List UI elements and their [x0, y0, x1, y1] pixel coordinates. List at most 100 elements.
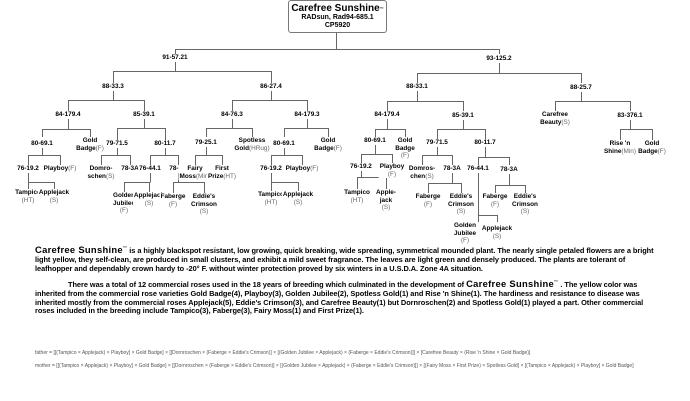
- seedling-node: 91-57.21: [161, 54, 189, 62]
- rose-variety-node: Golden Jubilee (F): [452, 222, 478, 245]
- rose-variety-node: Playboy (F): [378, 163, 406, 178]
- node-name: Apple- jack: [376, 189, 396, 204]
- seedling-node: 84-179.4: [54, 111, 82, 119]
- node-name: Gold Badge: [76, 137, 98, 152]
- trademark: ™: [554, 279, 559, 284]
- trademark: ™: [122, 245, 128, 250]
- node-name: 78-3A: [500, 166, 518, 173]
- node-class: (HT): [264, 198, 278, 206]
- node-name: Faberge: [482, 193, 508, 200]
- node-name: 79-71.5: [106, 140, 128, 147]
- seedling-node: 85-39.1: [132, 111, 156, 119]
- node-class: (F): [95, 144, 104, 152]
- description-paragraph-1: Carefree Sunshine™ is a highly blackspot…: [35, 244, 655, 273]
- seedling-node: 80-69.1: [363, 137, 387, 145]
- node-name: 84-179.4: [374, 111, 400, 118]
- seedling-node: 88-33.1: [405, 83, 429, 91]
- node-name: 84-179.4: [55, 111, 81, 118]
- rose-variety-node: Eddie's Crimson (S): [511, 193, 539, 216]
- seedling-node: 78-3A: [168, 165, 188, 173]
- product-name-text: Carefree Sunshine: [466, 278, 555, 290]
- node-class: (HRug): [248, 144, 270, 152]
- rose-cp: CP5920: [324, 22, 351, 29]
- node-class: (Min): [195, 172, 211, 180]
- rose-variety-node: Tampico (HT): [257, 191, 285, 206]
- node-name: 79-71.5: [426, 139, 448, 146]
- node-class: (S): [425, 172, 434, 180]
- node-class: (F): [168, 200, 178, 208]
- node-name: 76-44.1: [467, 165, 489, 172]
- node-name: 78-3A: [443, 165, 461, 172]
- rose-variety-node: Domros- chen(S): [407, 165, 437, 180]
- rose-variety-node: Playboy(F): [42, 165, 78, 173]
- rose-name-text: Carefree Sunshine: [291, 3, 380, 14]
- node-class: (F): [490, 200, 500, 208]
- seedling-node: 79-71.5: [425, 139, 449, 147]
- node-name: Carefree Beauty: [540, 111, 568, 126]
- node-class: (S): [293, 198, 303, 206]
- seedling-node: 93-125.2: [485, 55, 513, 63]
- node-name: Playboy: [285, 165, 311, 172]
- node-class: (S): [49, 196, 59, 204]
- rose-name: Carefree Sunshine™: [289, 3, 386, 14]
- node-name: Gold Badge: [314, 137, 336, 152]
- seedling-node: 78-3A: [120, 165, 140, 173]
- node-name: Applejack: [133, 192, 165, 199]
- rose-variety-node: Spotless Gold(HRug): [233, 137, 271, 152]
- father-formula: father = [[(Tampico × Applejack) × Playb…: [35, 350, 531, 356]
- node-name: Faberge: [160, 193, 186, 200]
- node-name: 84-76.3: [221, 111, 243, 118]
- node-class: (F): [68, 165, 77, 172]
- node-class: (F): [333, 144, 342, 152]
- node-class: (F): [387, 170, 397, 178]
- node-name: Tampico: [15, 189, 41, 196]
- node-class: (S): [199, 208, 209, 215]
- seedling-node: 80-11.7: [153, 140, 177, 148]
- rose-variety-node: Applejack (S): [480, 225, 514, 240]
- node-name: 93-125.2: [486, 55, 512, 62]
- seedling-node: 80-11.7: [473, 139, 497, 147]
- seedling-node: 80-69.1: [30, 140, 54, 148]
- seedling-node: 83-376.1: [616, 112, 644, 120]
- seedling-node: 79-71.5: [105, 140, 129, 148]
- rose-variety-node: Playboy(F): [284, 165, 320, 173]
- rose-variety-node: Fairy Moss(Min): [178, 165, 212, 180]
- node-name: Rise 'n Shine: [604, 140, 631, 155]
- rose-variety-node: Applejack (S): [281, 191, 315, 206]
- node-name: Eddie's Crimson: [191, 193, 217, 208]
- node-name: Tampico: [258, 191, 284, 198]
- node-class: (HT): [223, 172, 237, 180]
- node-class: (S): [456, 208, 466, 215]
- rose-variety-node: Tampico (HT): [14, 189, 42, 204]
- node-name: 76-19.2: [350, 163, 372, 170]
- node-name: 76-19.2: [260, 165, 282, 172]
- breeding-text-continued: . The yellow color was inherited from th…: [35, 280, 644, 316]
- seedling-node: 78-3A: [442, 165, 462, 173]
- seedling-node: 84-179.4: [373, 111, 401, 119]
- node-name: 85-39.1: [452, 112, 474, 119]
- node-class: (F): [460, 237, 470, 244]
- node-name: Domros- chen: [408, 165, 436, 180]
- seedling-node: 78-3A: [499, 166, 519, 174]
- rose-variety-node: Golden Jubilee (F): [111, 192, 137, 215]
- node-class: (S): [492, 232, 502, 240]
- mother-formula: mother = [[(Tampico × Applejack) × Playb…: [35, 363, 634, 369]
- seedling-node: 84-179.3: [293, 111, 321, 119]
- node-name: Eddie's Crimson: [512, 193, 538, 208]
- seedling-node: 76-44.1: [466, 165, 490, 173]
- rose-variety-node: Carefree Beauty(S): [539, 111, 571, 126]
- node-class: (S): [381, 204, 391, 211]
- node-class: (Min): [621, 147, 636, 155]
- node-name: 91-57.21: [162, 54, 188, 61]
- node-name: Golden Jubilee: [453, 222, 477, 237]
- product-name-text: Carefree Sunshine: [35, 244, 123, 256]
- description-paragraph-2: There was a total of 12 commercial roses…: [35, 278, 655, 316]
- seedling-node: 80-69.1: [272, 140, 296, 148]
- rose-variety-node: Domro- schen(S): [86, 165, 116, 180]
- node-name: Playboy: [379, 163, 405, 170]
- node-class: (F): [310, 165, 319, 172]
- node-class: (S): [105, 172, 115, 180]
- node-name: Playboy: [43, 165, 69, 172]
- node-name: Applejack: [38, 189, 70, 196]
